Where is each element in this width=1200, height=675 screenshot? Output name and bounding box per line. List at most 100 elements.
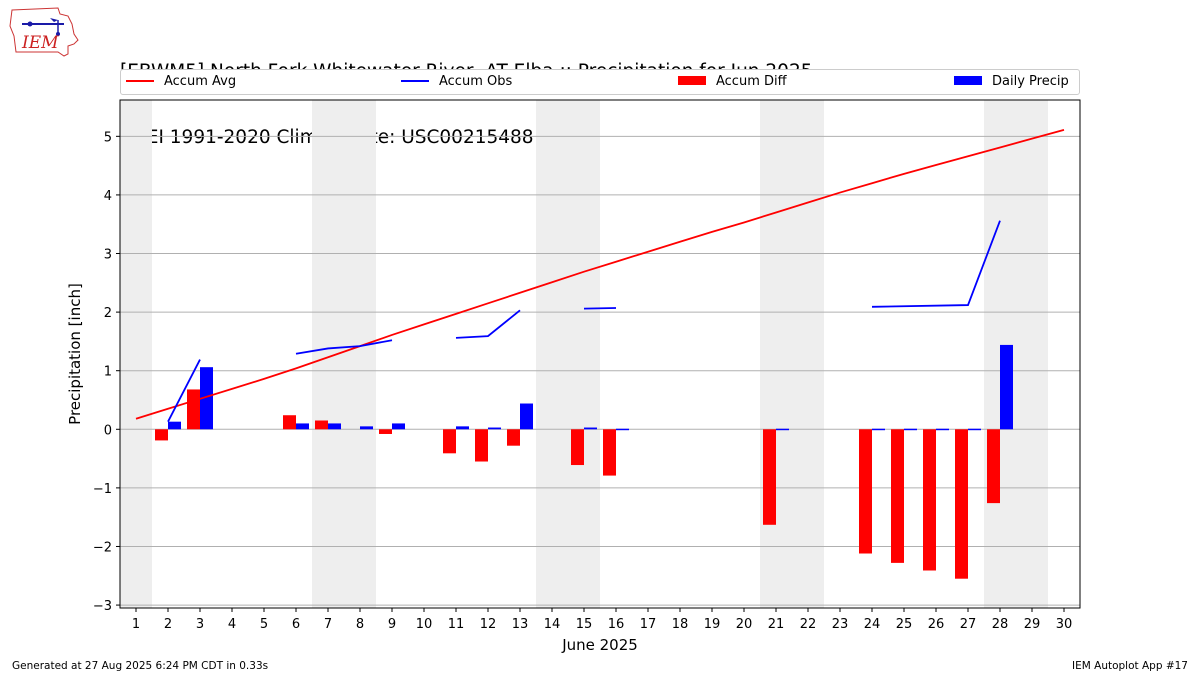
x-tick-label-27: 27 [960, 617, 977, 632]
x-tick-label-9: 9 [388, 617, 396, 632]
weekend-shading [120, 100, 1048, 608]
daily-precip-bar-day-16 [616, 428, 629, 431]
accum-diff-bar-day-13 [507, 429, 520, 446]
x-tick-label-29: 29 [1024, 617, 1041, 632]
accum-obs-line-segment-0 [167, 359, 201, 423]
x-tick-label-19: 19 [704, 617, 721, 632]
legend-swatch-accum-avg [126, 79, 154, 82]
logo-text: IEM [21, 33, 59, 53]
accum-diff-bar-day-15 [571, 429, 584, 466]
x-tick-label-15: 15 [576, 617, 593, 632]
accum-obs-line-segment-1 [295, 339, 393, 355]
x-tick-label-12: 12 [480, 617, 497, 632]
grid-lines [120, 135, 1080, 606]
y-tick-label-0: 0 [104, 423, 112, 438]
y-tick-label-1: 1 [104, 365, 112, 380]
x-tick-label-14: 14 [544, 617, 561, 632]
accum-diff-bar-day-24 [859, 429, 872, 554]
accum-obs-line-segment-2 [455, 309, 521, 339]
accum-diff-bar-day-16 [603, 429, 616, 476]
accum-diff-bar-day-3 [187, 389, 200, 430]
x-tick-label-25: 25 [896, 617, 913, 632]
x-tick-label-3: 3 [196, 617, 204, 632]
accum-diff-bar-day-6 [283, 415, 296, 430]
x-tick-label-22: 22 [800, 617, 817, 632]
weekend-band-1 [312, 100, 376, 608]
x-tick-label-13: 13 [512, 617, 529, 632]
x-tick-label-2: 2 [164, 617, 172, 632]
daily-precip-bar-day-15 [584, 427, 597, 430]
legend-label-daily-precip: Daily Precip [992, 74, 1069, 89]
x-tick-label-6: 6 [292, 617, 300, 632]
daily-precip-bar-day-6 [296, 423, 309, 430]
x-tick-label-11: 11 [448, 617, 465, 632]
daily-precip-bar-day-12 [488, 427, 501, 430]
accum-diff-bar-day-27 [955, 429, 968, 579]
axis-ticks: 1 2 3 4 5 6 7 8 9 10 11 12 13 14 15 16 17 18 19 20 21 22 23 24 2… [93, 130, 1072, 632]
accum-diff-bar-day-26 [923, 429, 936, 571]
weekend-band-4 [984, 100, 1048, 608]
x-tick-label-16: 16 [608, 617, 625, 632]
daily-precip-bar-day-28 [1000, 344, 1013, 430]
iem-logo: IEM [9, 7, 79, 57]
weekend-band-3 [760, 100, 824, 608]
x-tick-label-24: 24 [864, 617, 881, 632]
x-tick-label-5: 5 [260, 617, 268, 632]
x-axis-label: June 2025 [561, 636, 638, 654]
y-tick-label-3: 3 [104, 248, 112, 263]
x-tick-label-17: 17 [640, 617, 657, 632]
legend-item-accum-obs: Accum Obs [401, 74, 512, 89]
x-tick-label-10: 10 [416, 617, 433, 632]
x-tick-label-30: 30 [1056, 617, 1073, 632]
legend-swatch-accum-diff [678, 76, 706, 85]
accum-diff-bar-day-28 [987, 429, 1000, 504]
accum-diff-bar-day-2 [155, 429, 168, 441]
daily-precip-bar-day-3 [200, 367, 213, 430]
accum-diff-bar-day-12 [475, 429, 488, 462]
legend-label-accum-obs: Accum Obs [439, 74, 513, 89]
daily-precip-bar-day-24 [872, 428, 885, 431]
chart-legend: Accum Avg Accum Obs Accum Diff Daily Pre… [120, 69, 1080, 95]
lines [135, 129, 1065, 423]
y-axis-label: Precipitation [inch] [66, 283, 84, 425]
accum-diff-bar-day-21 [763, 429, 776, 525]
daily-precip-bar-day-9 [392, 423, 405, 430]
bars [155, 344, 1013, 579]
x-tick-label-21: 21 [768, 617, 785, 632]
x-tick-label-1: 1 [132, 617, 140, 632]
daily-precip-bar-day-21 [776, 428, 789, 431]
legend-label-accum-avg: Accum Avg [164, 74, 237, 89]
legend-item-daily-precip: Daily Precip [954, 74, 1069, 89]
weekend-band-0 [120, 100, 152, 608]
accum-avg-line [135, 129, 1065, 420]
app-label: IEM Autoplot App #17 [1072, 660, 1188, 672]
y-tick-label-5: 5 [104, 130, 112, 145]
legend-swatch-daily-precip [954, 76, 982, 85]
daily-precip-bar-day-27 [968, 428, 981, 431]
legend-item-accum-avg: Accum Avg [126, 74, 236, 89]
accum-diff-bar-day-11 [443, 429, 456, 454]
daily-precip-bar-day-2 [168, 421, 181, 430]
accum-diff-bar-day-25 [891, 429, 904, 563]
title-line-2: NCEI 1991-2020 Climate Site: USC00215488 [120, 127, 534, 148]
daily-precip-bar-day-11 [456, 426, 469, 430]
daily-precip-bar-day-26 [936, 428, 949, 431]
x-tick-label-18: 18 [672, 617, 689, 632]
x-tick-label-4: 4 [228, 617, 236, 632]
legend-item-accum-diff: Accum Diff [678, 74, 787, 89]
y-tick-label--2: −2 [93, 540, 112, 555]
legend-swatch-accum-obs [401, 79, 429, 82]
accum-obs-line-segment-3 [583, 307, 617, 310]
daily-precip-bar-day-13 [520, 403, 533, 430]
accum-diff-bar-day-7 [315, 420, 328, 430]
daily-precip-bar-day-8 [360, 426, 373, 430]
x-tick-label-8: 8 [356, 617, 364, 632]
accum-diff-bar-day-9 [379, 429, 392, 434]
x-tick-label-23: 23 [832, 617, 849, 632]
accum-obs-line-segment-4 [871, 220, 1001, 308]
x-tick-label-26: 26 [928, 617, 945, 632]
daily-precip-bar-day-25 [904, 428, 917, 431]
y-tick-label--1: −1 [93, 482, 112, 497]
weekend-band-2 [536, 100, 600, 608]
x-tick-label-28: 28 [992, 617, 1009, 632]
